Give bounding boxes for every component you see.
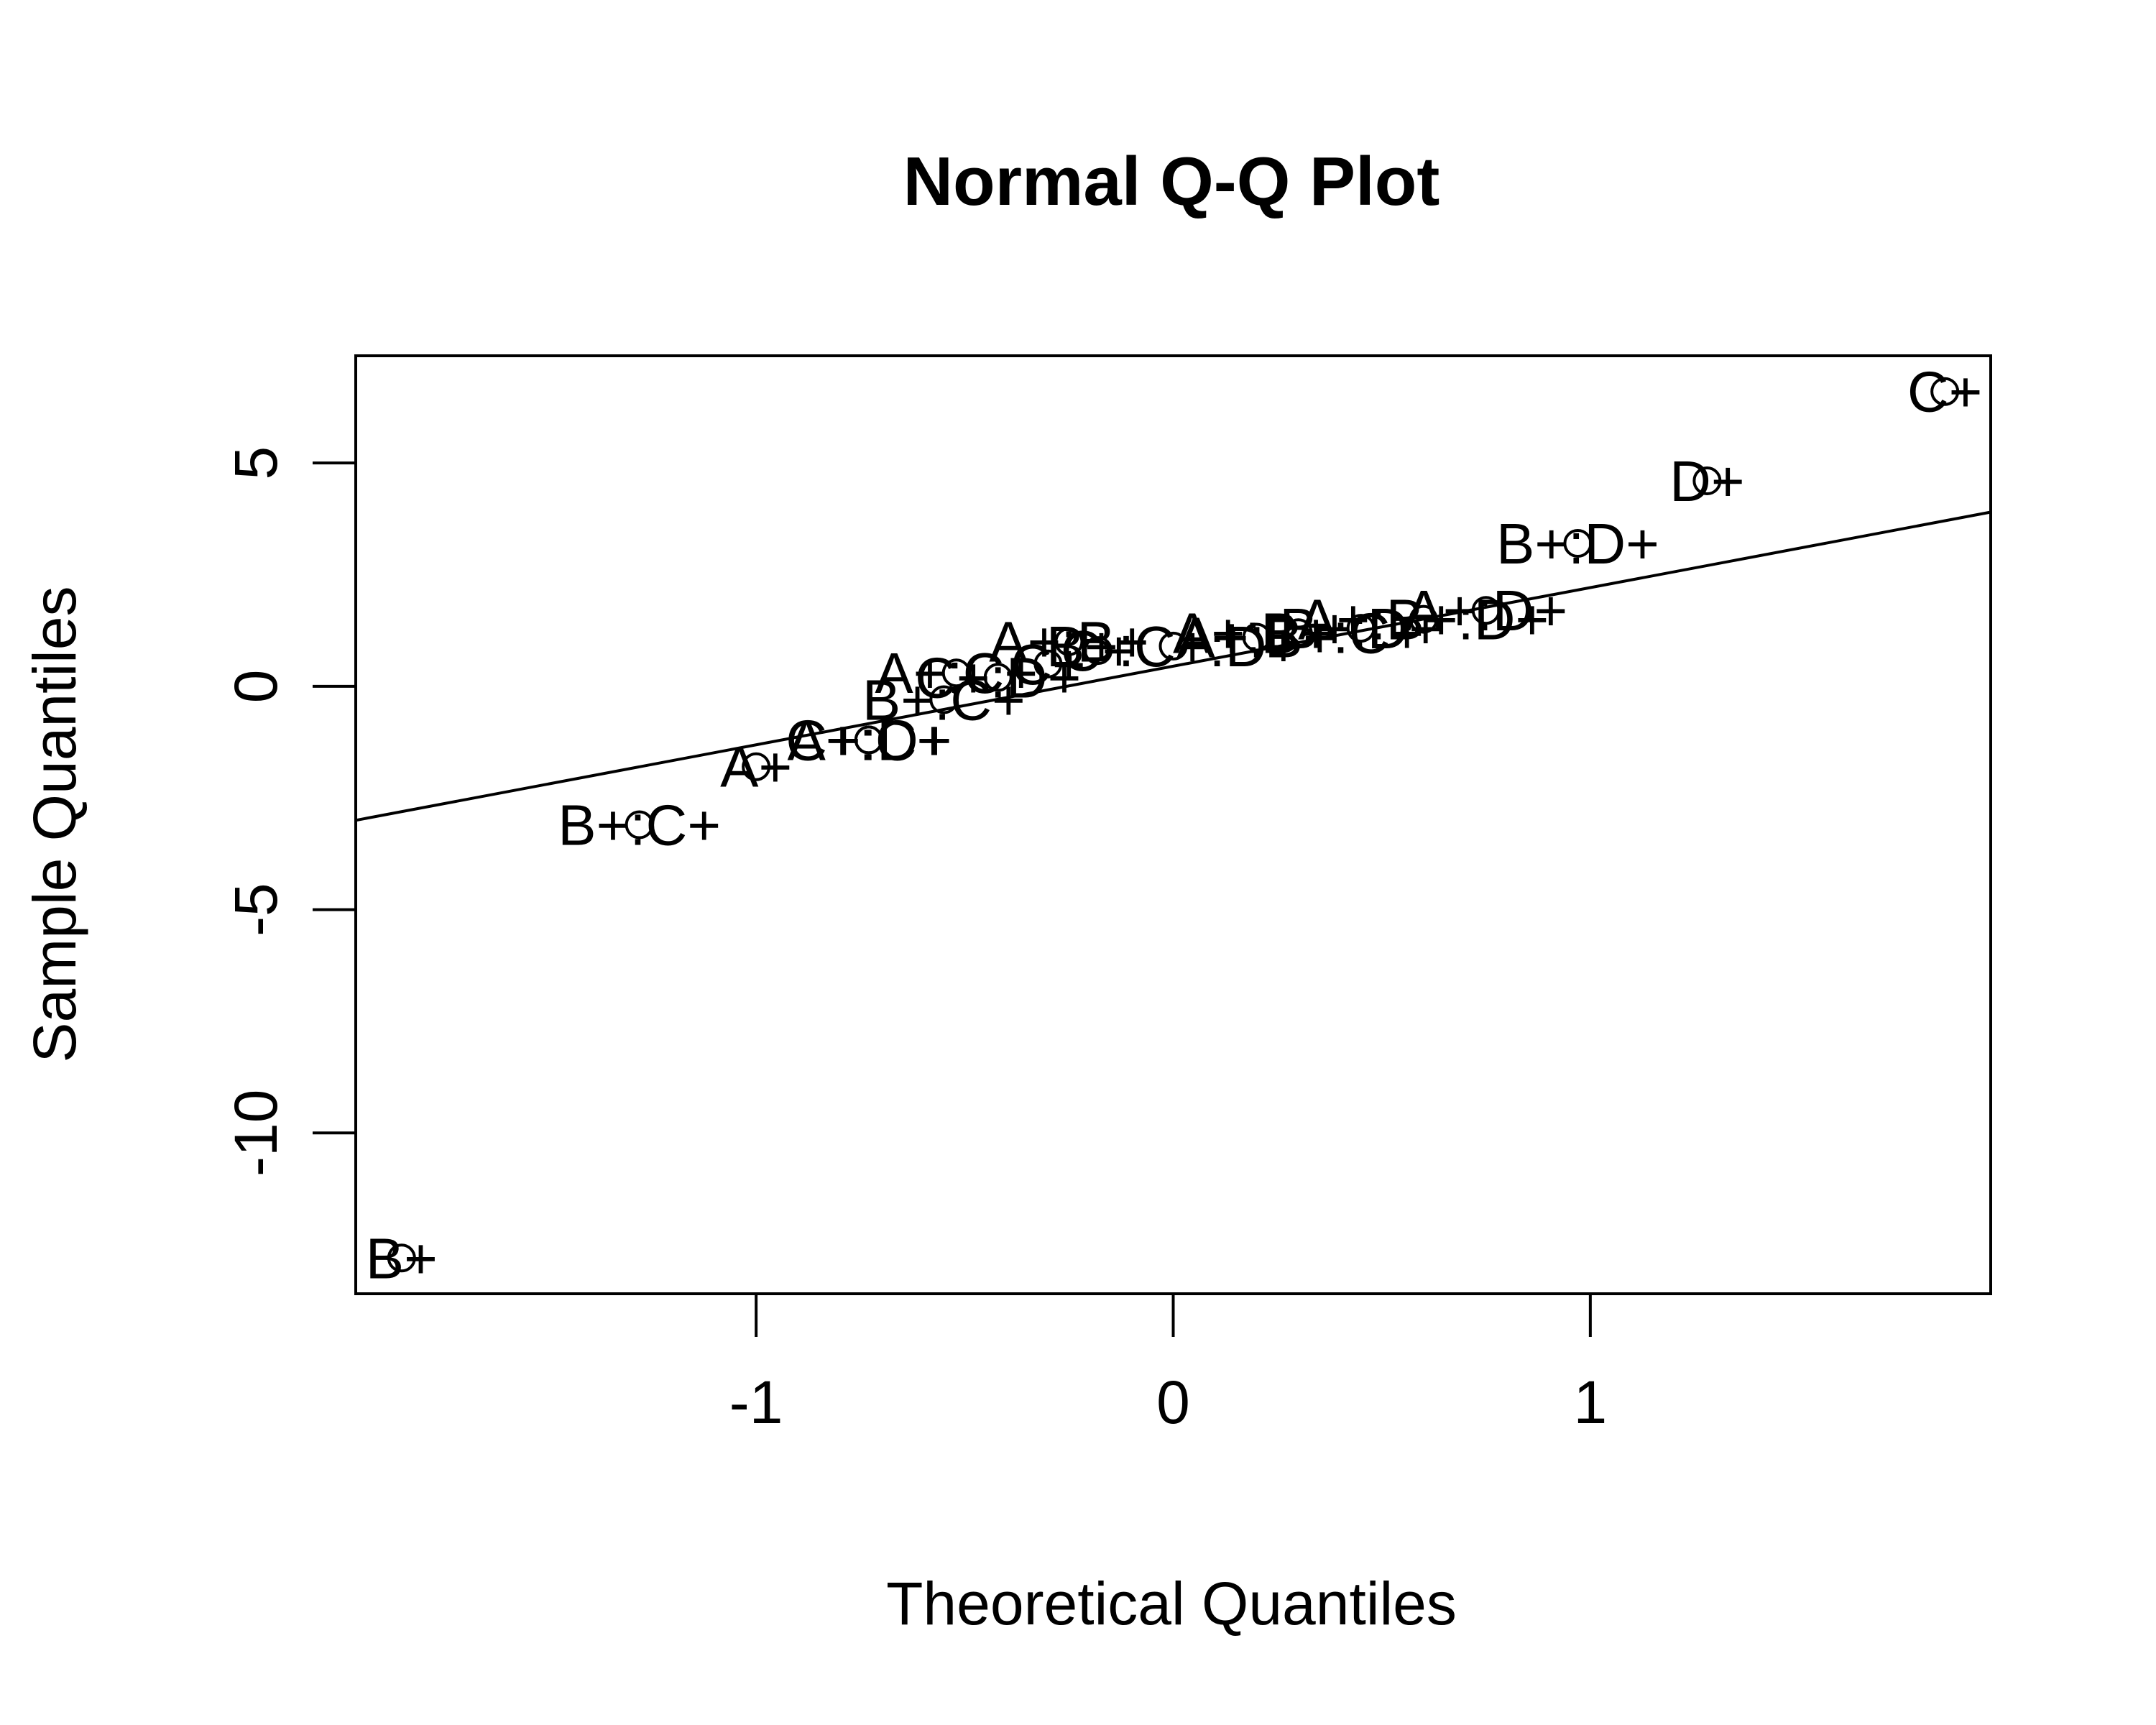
data-point — [983, 663, 1013, 692]
data-point-label: C+:D+ — [915, 645, 1081, 709]
data-point — [1930, 377, 1960, 406]
data-point-label: A+:B+:C+ — [1173, 601, 1424, 665]
y-axis: -10 -5 0 5 — [222, 446, 356, 1177]
data-point-label: A+:B+:D+ — [1298, 588, 1549, 652]
data-point-label: C+:D+ — [786, 708, 952, 772]
y-tick-label: -5 — [222, 883, 290, 937]
y-tick-label: 0 — [222, 669, 290, 703]
data-point-label: A+ — [720, 735, 792, 799]
data-point-label: B+:C+ — [558, 794, 721, 857]
data-point — [1692, 466, 1722, 495]
data-points: B+B+:C+A+A+:C+C+:D+B+:C+A+:C+C+:D+C+A+:B… — [366, 360, 1983, 1291]
data-point — [1346, 614, 1376, 643]
data-point — [1054, 627, 1084, 656]
data-point — [1084, 636, 1113, 666]
data-point — [1471, 596, 1501, 625]
x-axis: -1 0 1 — [729, 1294, 1607, 1436]
data-point — [1158, 631, 1188, 661]
data-point — [854, 725, 883, 755]
data-point — [929, 685, 959, 714]
data-point — [1033, 649, 1063, 678]
y-tick-label: -10 — [222, 1090, 290, 1177]
reference-line — [355, 510, 1991, 822]
data-point — [941, 658, 971, 688]
data-point — [742, 752, 771, 781]
data-point-label: C+ — [1010, 632, 1086, 696]
data-point-label: B+:D+ — [1496, 512, 1659, 576]
y-axis-label: Sample Quantiles — [21, 586, 88, 1062]
data-point — [625, 810, 654, 840]
chart-title: Normal Q-Q Plot — [903, 143, 1440, 220]
data-point — [1284, 618, 1313, 648]
x-tick-label: 1 — [1573, 1368, 1607, 1436]
x-tick-label: -1 — [729, 1368, 783, 1436]
data-point-label: A+:C+ — [787, 708, 950, 772]
x-axis-label: Theoretical Quantiles — [886, 1570, 1457, 1637]
data-point-label: C+ — [1907, 360, 1983, 424]
data-point — [1563, 529, 1593, 558]
data-point-label: B+ — [366, 1226, 438, 1290]
data-point — [1242, 622, 1271, 652]
data-point — [1409, 604, 1438, 634]
data-point-label: D+ — [1669, 449, 1745, 513]
data-point-label: A+:D+ — [1404, 579, 1567, 643]
data-point-label: A+:B+ — [989, 610, 1148, 674]
data-point-label: C+ — [1061, 619, 1136, 683]
x-tick-label: 0 — [1156, 1368, 1190, 1436]
y-tick-label: 5 — [222, 446, 290, 480]
data-point — [387, 1243, 416, 1273]
